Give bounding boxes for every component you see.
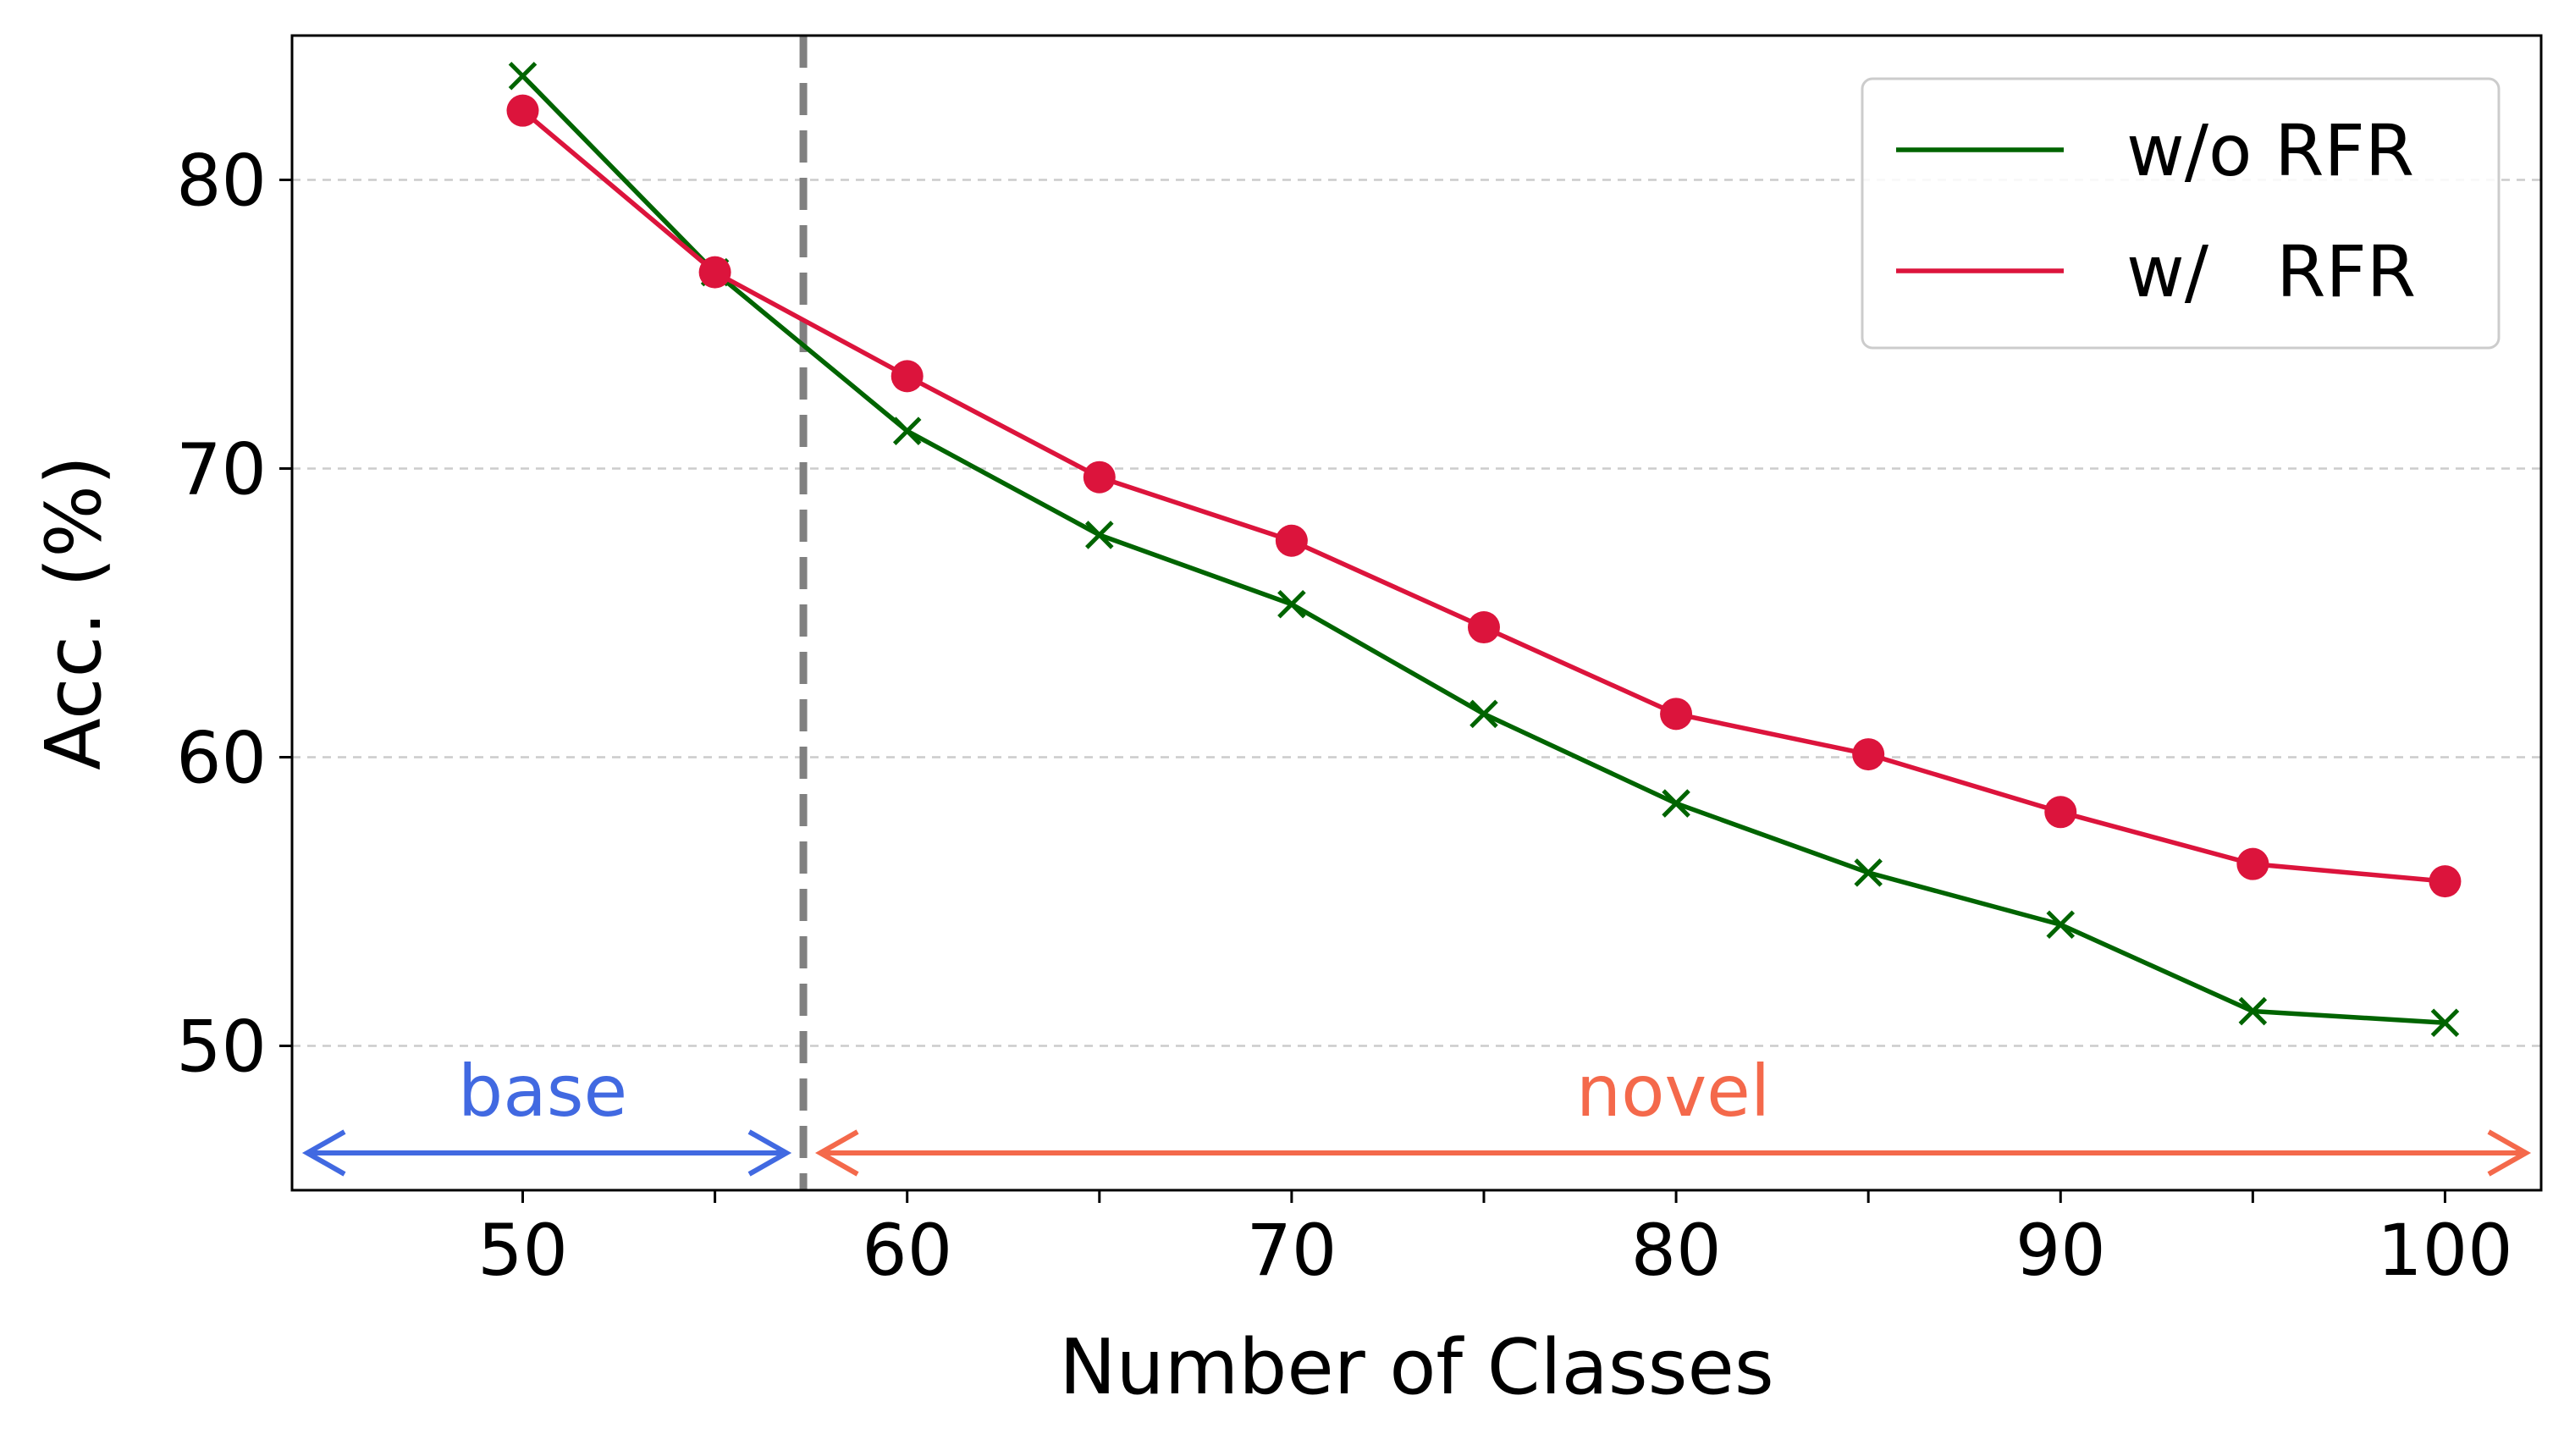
data-point: [1085, 521, 1114, 549]
data-point: [1660, 698, 1693, 731]
x-tick-label-60: 60: [862, 1209, 952, 1292]
legend-label: w/ RFR: [2126, 230, 2416, 313]
data-point: [1469, 699, 1498, 729]
legend: w/o RFR w/ RFR: [1861, 77, 2501, 350]
tick-layer: 50 60 70 80 50 60 70 80 90 100: [176, 140, 2513, 1293]
data-point: [2044, 796, 2077, 829]
data-point: [1275, 524, 1308, 557]
data-point: [2429, 865, 2462, 898]
data-point: [1662, 789, 1690, 818]
arrow-head-left: [301, 1129, 346, 1177]
y-tick-label-70: 70: [176, 428, 267, 511]
y-tick-label-50: 50: [176, 1006, 267, 1089]
series-2: [506, 94, 2462, 898]
y-tick-label-80: 80: [176, 140, 267, 223]
arrow-head-right: [2487, 1129, 2532, 1177]
x-tick-label-80: 80: [1631, 1209, 1722, 1292]
data-point: [2430, 1008, 2460, 1037]
data-point: [891, 360, 924, 393]
data-point: [892, 416, 922, 445]
data-point: [508, 61, 538, 91]
x-axis-label: Number of Classes: [1059, 1323, 1774, 1412]
annotation-base: base: [301, 1050, 792, 1177]
data-point: [2046, 910, 2076, 940]
data-point: [1854, 858, 1883, 887]
data-point: [1467, 611, 1500, 644]
data-point: [698, 256, 731, 289]
annotation-label-novel: novel: [1576, 1050, 1770, 1133]
y-tick-label-60: 60: [176, 717, 267, 800]
data-point: [1277, 590, 1306, 619]
data-point: [2236, 847, 2269, 880]
annotation-novel: novel: [814, 1050, 2532, 1177]
x-tick-label-90: 90: [2015, 1209, 2106, 1292]
x-tick-label-100: 100: [2377, 1209, 2512, 1292]
data-point: [2238, 996, 2268, 1026]
data-point: [1083, 461, 1116, 494]
legend-label: w/o RFR: [2126, 109, 2414, 192]
legend-item-1: w/o RFR: [1896, 109, 2414, 192]
arrow-head-right: [747, 1129, 792, 1177]
x-tick-label-70: 70: [1246, 1209, 1337, 1292]
y-axis-label: Acc. (%): [30, 455, 119, 770]
legend-box: [1861, 77, 2501, 350]
data-point: [506, 94, 539, 127]
series-layer: [506, 61, 2462, 1037]
annotation-layer: base novel: [301, 36, 2532, 1190]
annotation-label-base: base: [458, 1050, 627, 1133]
data-point: [1852, 738, 1885, 771]
legend-item-2: w/ RFR: [1896, 230, 2416, 313]
plot-frame: [290, 34, 2543, 1192]
x-tick-label-50: 50: [477, 1209, 568, 1292]
arrow-head-left: [814, 1129, 859, 1177]
